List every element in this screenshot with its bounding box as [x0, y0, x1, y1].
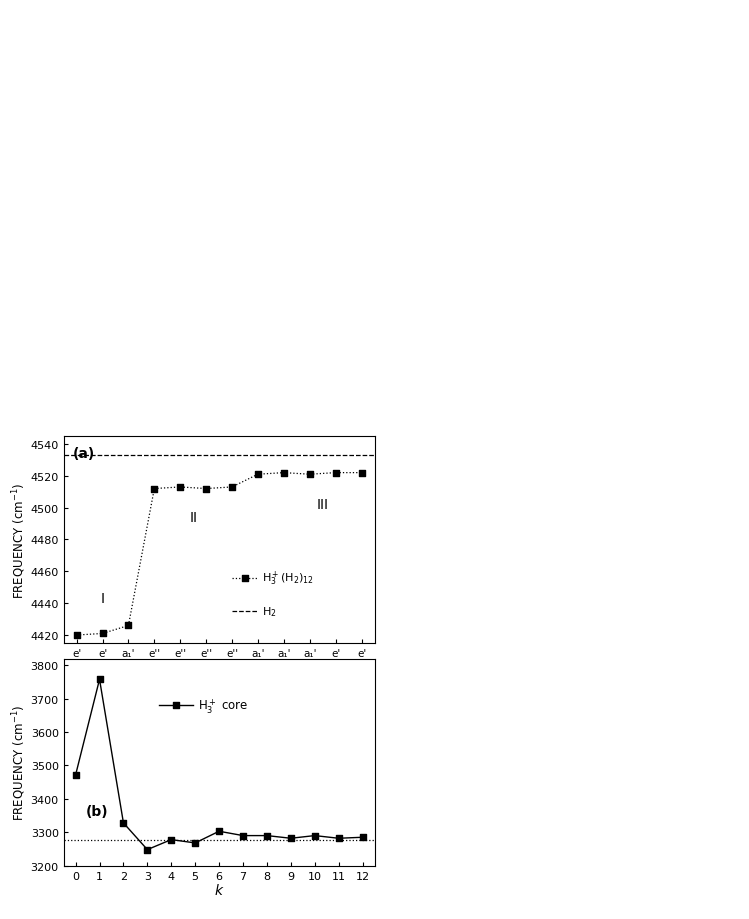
Point [170, 698, 182, 713]
X-axis label: $k$: $k$ [214, 882, 224, 897]
Text: H$_3^+$(H$_2$)$_{12}$: H$_3^+$(H$_2$)$_{12}$ [262, 569, 314, 587]
Point [304, 468, 316, 482]
Point [70, 628, 82, 642]
Point [122, 618, 134, 633]
Text: H$_3^+$ core: H$_3^+$ core [198, 697, 248, 715]
Text: (b): (b) [85, 803, 108, 818]
Point [330, 466, 342, 481]
Text: I: I [100, 592, 105, 606]
Point [226, 480, 238, 494]
Point [200, 482, 212, 496]
Text: H$_2$: H$_2$ [262, 605, 276, 618]
Point [261, 828, 273, 843]
Y-axis label: FREQUENCY (cm$^{-1}$): FREQUENCY (cm$^{-1}$) [10, 704, 28, 821]
Point [118, 816, 130, 831]
Point [148, 482, 160, 496]
Point [237, 828, 249, 843]
Text: II: II [189, 511, 197, 525]
Point [309, 828, 321, 843]
Point [252, 468, 264, 482]
Point [239, 571, 251, 585]
Text: (a): (a) [73, 447, 95, 460]
Point [333, 831, 345, 845]
Text: III: III [317, 498, 329, 512]
Point [97, 627, 109, 641]
Point [70, 767, 82, 782]
Point [356, 466, 368, 481]
Point [189, 835, 201, 850]
Point [166, 833, 178, 847]
Point [278, 466, 290, 481]
Y-axis label: FREQUENCY (cm$^{-1}$): FREQUENCY (cm$^{-1}$) [10, 482, 28, 598]
Point [142, 843, 154, 857]
Point [357, 830, 369, 845]
Point [94, 672, 106, 686]
Point [285, 831, 297, 845]
Point [213, 824, 225, 839]
X-axis label: SYMMETRY: SYMMETRY [181, 663, 258, 675]
Point [175, 480, 187, 494]
